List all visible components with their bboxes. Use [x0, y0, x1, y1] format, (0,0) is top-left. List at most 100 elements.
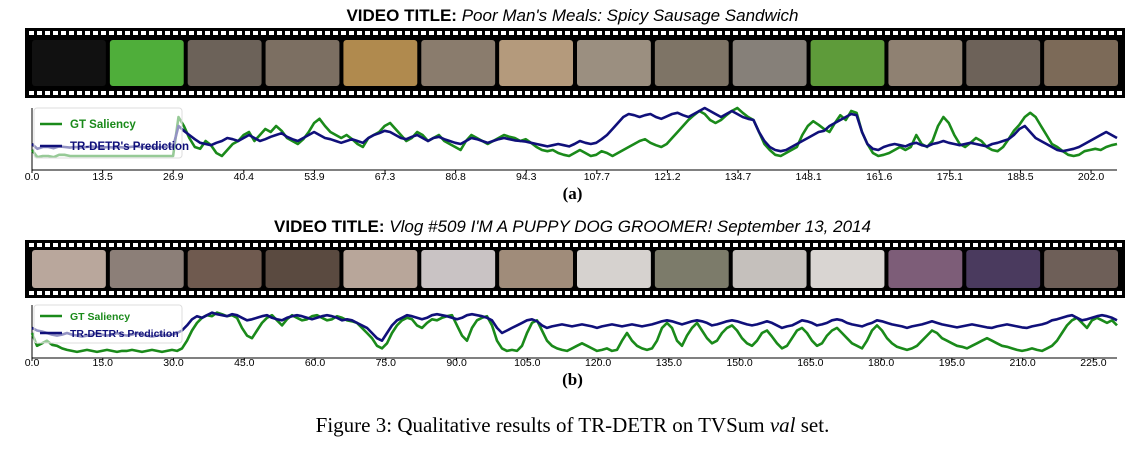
- sprocket-hole: [197, 91, 202, 95]
- sprocket-hole: [405, 291, 410, 295]
- sprocket-hole: [805, 91, 810, 95]
- panel-label-b: (b): [562, 370, 583, 389]
- sprocket-hole: [277, 31, 282, 35]
- sprocket-hole: [789, 243, 794, 247]
- sprocket-hole: [861, 91, 866, 95]
- sprocket-hole: [93, 91, 98, 95]
- sprocket-hole: [69, 291, 74, 295]
- sprocket-hole: [693, 31, 698, 35]
- sprocket-hole: [437, 243, 442, 247]
- sprocket-hole: [829, 243, 834, 247]
- series-line-prediction: [31, 106, 1118, 153]
- sprocket-hole: [653, 243, 658, 247]
- series-line-gt-saliency: [30, 106, 1118, 159]
- sprocket-hole: [533, 91, 538, 95]
- sprocket-hole: [845, 243, 850, 247]
- sprocket-hole: [565, 243, 570, 247]
- sprocket-hole: [437, 31, 442, 35]
- sprocket-hole: [621, 243, 626, 247]
- video-title-text: Vlog #509 I'M A PUPPY DOG GROOMER! Septe…: [389, 217, 871, 236]
- x-tick-label: 53.9: [304, 171, 325, 183]
- sprocket-hole: [957, 31, 962, 35]
- sprocket-hole: [597, 291, 602, 295]
- sprocket-hole: [357, 243, 362, 247]
- sprocket-hole: [437, 291, 442, 295]
- sprocket-hole: [581, 91, 586, 95]
- sprocket-hole: [1085, 31, 1090, 35]
- sprocket-hole: [469, 31, 474, 35]
- sprocket-hole: [1061, 243, 1066, 247]
- video-frame-thumbnail: [732, 250, 807, 288]
- sprocket-hole: [1045, 31, 1050, 35]
- sprocket-hole: [765, 243, 770, 247]
- sprocket-hole: [821, 91, 826, 95]
- sprocket-hole: [381, 243, 386, 247]
- sprocket-hole: [893, 91, 898, 95]
- sprocket-hole: [829, 31, 834, 35]
- x-tick-label: 60.0: [305, 357, 326, 369]
- sprocket-hole: [421, 31, 426, 35]
- sprocket-hole: [989, 31, 994, 35]
- sprocket-hole: [917, 243, 922, 247]
- chart-a: 0.0 13.5 26.9 40.4 53.9 67.3 80.8 94.3 107.7 121.…: [25, 106, 1118, 183]
- sprocket-hole: [1101, 91, 1106, 95]
- sprocket-hole: [341, 291, 346, 295]
- sprocket-hole: [269, 243, 274, 247]
- sprocket-hole: [293, 31, 298, 35]
- sprocket-hole: [237, 91, 242, 95]
- sprocket-hole: [381, 291, 386, 295]
- sprocket-hole: [685, 91, 690, 95]
- video-frame-thumbnail: [888, 40, 963, 86]
- sprocket-hole: [877, 243, 882, 247]
- sprocket-hole: [501, 291, 506, 295]
- sprocket-hole: [205, 91, 210, 95]
- sprocket-hole: [525, 291, 530, 295]
- sprocket-hole: [661, 291, 666, 295]
- x-tick-label: 225.0: [1080, 357, 1106, 369]
- sprocket-hole: [461, 31, 466, 35]
- x-tick-label: 165.0: [797, 357, 823, 369]
- sprocket-hole: [101, 243, 106, 247]
- sprocket-hole: [813, 291, 818, 295]
- video-frame-thumbnail: [499, 250, 573, 288]
- sprocket-hole: [549, 91, 554, 95]
- sprocket-hole: [629, 31, 634, 35]
- sprocket-hole: [453, 243, 458, 247]
- sprocket-hole: [237, 243, 242, 247]
- video-frame-thumbnail: [810, 250, 885, 288]
- sprocket-hole: [789, 291, 794, 295]
- sprocket-hole: [245, 291, 250, 295]
- sprocket-hole: [1029, 91, 1034, 95]
- sprocket-hole: [157, 291, 162, 295]
- sprocket-hole: [709, 91, 714, 95]
- sprocket-hole: [837, 291, 842, 295]
- sprocket-hole: [277, 291, 282, 295]
- sprocket-hole: [757, 291, 762, 295]
- sprocket-hole: [485, 243, 490, 247]
- video-frame-thumbnail: [187, 250, 262, 288]
- legend-box: [33, 304, 183, 344]
- sprocket-hole: [685, 31, 690, 35]
- sprocket-hole: [77, 91, 82, 95]
- sprocket-hole: [533, 31, 538, 35]
- sprocket-hole: [205, 291, 210, 295]
- sprocket-hole: [613, 291, 618, 295]
- sprocket-hole: [101, 291, 106, 295]
- sprocket-hole: [949, 31, 954, 35]
- sprocket-hole: [1069, 91, 1074, 95]
- sprocket-hole: [157, 91, 162, 95]
- sprocket-hole: [781, 243, 786, 247]
- sprocket-hole: [53, 291, 58, 295]
- x-tick-label: 94.3: [516, 171, 537, 183]
- sprocket-hole: [517, 91, 522, 95]
- x-tick-label: 120.0: [585, 357, 611, 369]
- x-tick-label: 13.5: [92, 171, 113, 183]
- sprocket-hole: [229, 91, 234, 95]
- sprocket-hole: [661, 91, 666, 95]
- sprocket-hole: [637, 291, 642, 295]
- sprocket-hole: [933, 291, 938, 295]
- sprocket-hole: [117, 91, 122, 95]
- sprocket-hole: [157, 31, 162, 35]
- sprocket-hole: [965, 243, 970, 247]
- sprocket-hole: [373, 31, 378, 35]
